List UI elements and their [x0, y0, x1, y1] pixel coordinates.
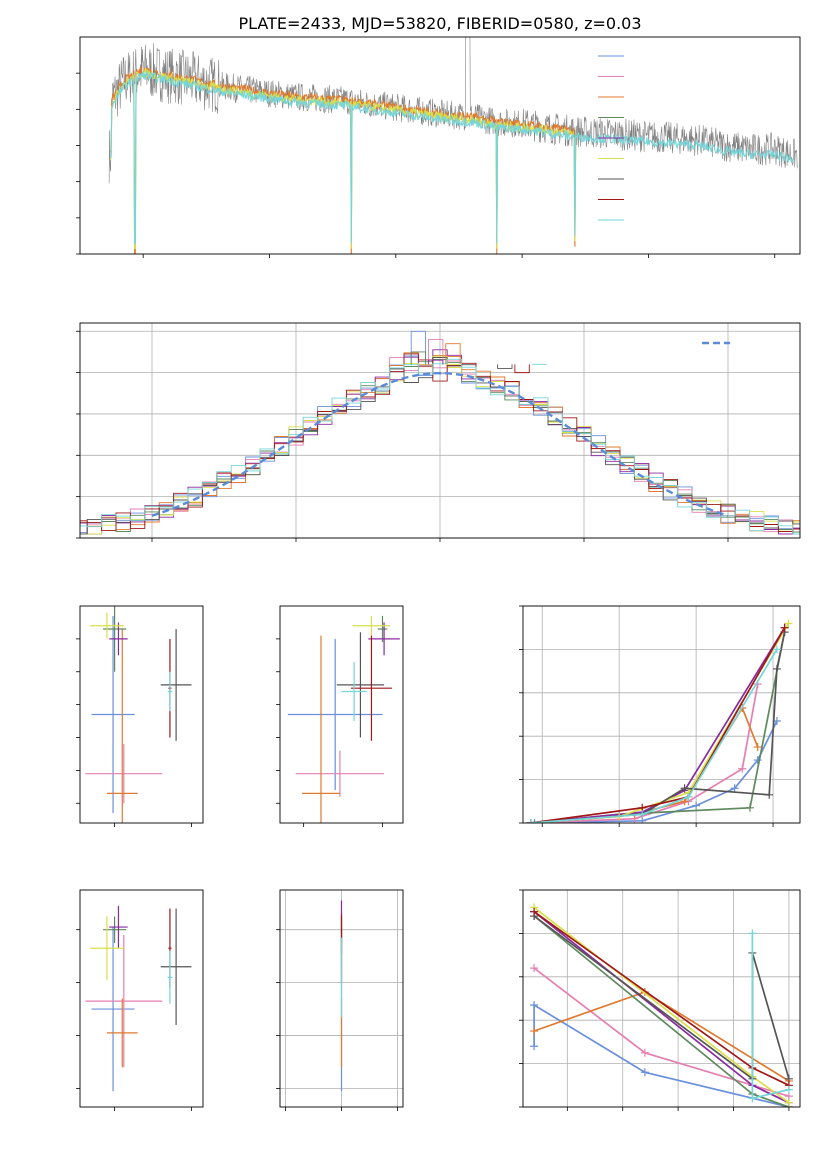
mass-weight-marker: [753, 756, 762, 765]
mass-weight-marker: [748, 1094, 757, 1103]
plot-area: [85, 905, 192, 1092]
axes-frame: [522, 605, 801, 824]
mass-weight-marker: [526, 819, 535, 823]
histogram-peak: [497, 364, 513, 369]
mass-weight-marker: [780, 623, 789, 632]
histogram-chabrier-stelib: [80, 357, 800, 535]
mass-weight-marker: [692, 801, 701, 810]
normal-reference-curve: [151, 371, 729, 517]
panel-spectrum: [76, 36, 801, 258]
panel-age_vs_mass: [276, 605, 404, 827]
plot-area: [80, 330, 800, 535]
mass-weight-marker: [640, 1068, 649, 1077]
mass-weight-marker: [730, 784, 739, 793]
mass-weight-line-kroupa-elodie: [533, 906, 790, 1104]
mass-weight-line-chabrier-elodie: [530, 631, 786, 823]
mass-weight-line-salpeter-miles: [530, 683, 759, 823]
mass-weight-marker: [784, 619, 793, 628]
mass-weight-marker: [640, 1048, 649, 1057]
mass-weight-marker: [745, 803, 754, 812]
plot-area: [108, 37, 798, 254]
panel-age_vs_Z: [76, 605, 204, 827]
plot-area: [287, 615, 400, 823]
histogram-peak: [410, 330, 427, 365]
figure-title: PLATE=2433, MJD=53820, FIBERID=0580, z=0…: [238, 14, 641, 33]
axes-frame: [79, 322, 801, 539]
mass-weight-marker: [738, 764, 747, 773]
axes-frame: [279, 889, 404, 1108]
histogram-kroupa-miles: [80, 352, 800, 535]
panel-weight_vs_Z: [519, 889, 801, 1111]
mass-weight-marker: [753, 743, 762, 752]
mass-weight-marker: [772, 645, 781, 654]
mass-weight-marker: [530, 1001, 539, 1010]
mass-weight-line-kroupa-miles: [530, 706, 759, 823]
histogram-peak: [445, 343, 461, 365]
mass-weight-marker: [530, 1042, 539, 1051]
axes-frame: [279, 605, 404, 824]
mass-weight-marker: [530, 819, 539, 823]
axes-frame: [79, 36, 801, 255]
plot-area: [526, 619, 793, 823]
histogram-peak: [410, 351, 427, 365]
mass-weight-marker: [748, 929, 757, 938]
mass-weight-marker: [638, 810, 647, 819]
mass-weight-marker: [530, 964, 539, 973]
histogram-peak: [428, 339, 444, 365]
histogram-peak: [428, 359, 444, 365]
spectrum-data-line: [108, 37, 798, 184]
histogram-peak: [514, 364, 530, 374]
mass-weight-marker: [530, 1027, 539, 1036]
mass-weight-line-chabrier-stelib: [530, 631, 786, 823]
mass-weight-marker: [530, 907, 539, 916]
mass-weight-line-chabrier-miles: [533, 1003, 790, 1107]
mass-weight-marker: [765, 790, 774, 799]
mass-weight-marker: [772, 664, 781, 673]
axes-frame: [79, 889, 204, 1108]
mass-weight-line-kroupa-stelib: [530, 648, 778, 823]
mass-weight-marker: [680, 784, 689, 793]
axes-frame: [522, 889, 801, 1108]
plot-area: [85, 606, 192, 823]
mass-weight-marker: [784, 1098, 793, 1107]
panel-mass_vs_Z: [76, 889, 204, 1111]
histogram-kroupa-stelib: [80, 358, 800, 535]
panel-weight_vs_age: [519, 605, 801, 827]
panel-residuals: [76, 322, 801, 542]
mass-weight-line-salpeter-stelib: [530, 627, 786, 823]
panel-mass_vs_ebv: [276, 889, 404, 1111]
spectrum-model-kroupa-stelib: [109, 70, 794, 244]
plot-area: [530, 903, 793, 1107]
mass-weight-marker: [784, 1085, 793, 1094]
mass-weight-marker: [684, 792, 693, 801]
axes-frame: [79, 605, 204, 824]
